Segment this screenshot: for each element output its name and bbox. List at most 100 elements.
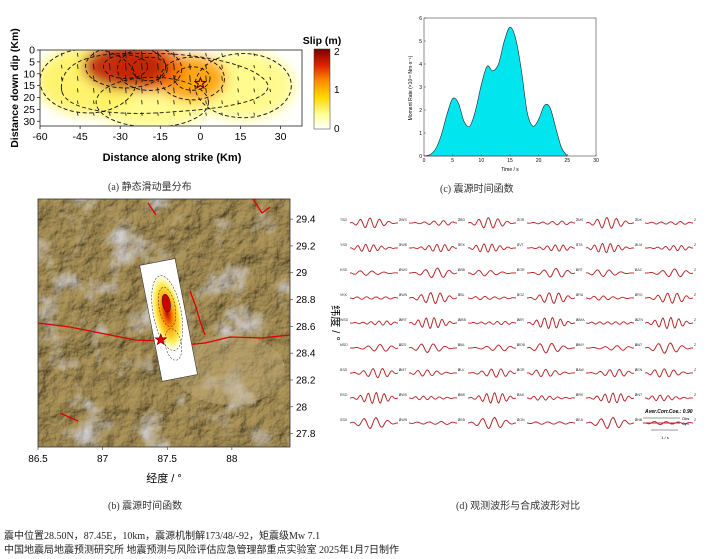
- component-label: Z: [517, 293, 520, 297]
- y-tick-label: 2: [419, 108, 422, 114]
- slip-vector: [237, 112, 239, 116]
- station-label: BSD: [340, 368, 348, 372]
- component-label: Z: [517, 343, 520, 347]
- station-label: MOB: [517, 343, 526, 347]
- slip-vector: [125, 87, 127, 94]
- slip-vector: [189, 75, 191, 82]
- synthetic-waveform: [527, 292, 576, 304]
- station-label: RRK: [576, 393, 584, 397]
- corr-coefficient-label: Aver.Corr.Coe.: 0.90: [644, 409, 693, 415]
- station-label: RSD: [340, 393, 348, 397]
- synthetic-waveform: [409, 267, 458, 278]
- y-tick-label: 3: [419, 85, 422, 91]
- x-tick-label: 30: [275, 131, 287, 143]
- slip-vector: [77, 64, 79, 69]
- station-label: VKK: [340, 293, 348, 297]
- colorbar-tick-label: 0: [334, 124, 340, 135]
- component-label: Z: [458, 268, 461, 272]
- slip-vector: [173, 87, 175, 94]
- station-label: MMY: [576, 343, 585, 347]
- slip-vector: [237, 100, 239, 105]
- legend-obs-label: Obs: [682, 416, 689, 421]
- station-label: BMT: [399, 368, 407, 372]
- slip-patch: [82, 50, 169, 90]
- slip-contour: [60, 52, 269, 114]
- component-label: Z: [458, 343, 461, 347]
- synthetic-waveform: [526, 421, 575, 425]
- footer-line-2: 中国地震局地震预测研究所 地震预测与风险评估应急管理部重点实验室 2025年1月…: [4, 545, 399, 556]
- component-label: Z: [576, 293, 579, 297]
- slip-vector: [125, 63, 127, 71]
- synthetic-waveform: [468, 368, 517, 378]
- x-tick-label: -30: [113, 131, 128, 143]
- station-label: YLM: [635, 243, 642, 247]
- y-tick-label: 6: [419, 16, 422, 22]
- synthetic-waveform: [585, 417, 635, 429]
- slip-y-axis-label: Distance down dip (Km): [9, 28, 21, 148]
- synthetic-waveform: [350, 270, 399, 276]
- x-tick-label: 15: [507, 158, 513, 164]
- component-label: Z: [694, 293, 697, 297]
- synthetic-waveform: [467, 270, 517, 277]
- fault-line: [189, 290, 206, 336]
- component-label: Z: [517, 243, 520, 247]
- colorbar-tick-label: 2: [334, 47, 340, 58]
- station-label: TSD: [340, 218, 347, 222]
- component-label: Z: [458, 318, 461, 322]
- synthetic-waveform: [350, 368, 399, 379]
- synthetic-waveform: [586, 368, 635, 378]
- component-label: Z: [576, 243, 579, 247]
- slip-vector: [189, 87, 191, 94]
- slip-vector: [173, 100, 175, 105]
- map-x-axis-label: 经度 / °: [146, 471, 182, 485]
- component-label: Z: [458, 293, 461, 297]
- component-label: Z: [399, 393, 402, 397]
- synthetic-waveform: [467, 295, 517, 301]
- slip-vector: [253, 100, 255, 104]
- x-tick-label: 87: [97, 454, 109, 465]
- station-label: YTA: [576, 243, 583, 247]
- x-tick-label: 15: [235, 131, 247, 143]
- component-label: Z: [635, 218, 638, 222]
- station-label: VWN: [399, 293, 408, 297]
- component-label: Z: [399, 318, 402, 322]
- slip-vector: [109, 100, 111, 105]
- x-tick-label: -45: [73, 131, 88, 143]
- waveform-legend: Aver.Corr.Coe.: 0.90 Obs Syn 1 / s: [643, 409, 693, 440]
- synthetic-waveform: [408, 220, 458, 226]
- x-tick-label: 0: [197, 131, 203, 143]
- component-label: Z: [399, 418, 402, 422]
- component-label: Z: [399, 293, 402, 297]
- slip-vector: [77, 52, 79, 57]
- synthetic-waveform: [644, 245, 694, 252]
- synthetic-waveform: [526, 317, 575, 330]
- caption-d: (d) 观测波形与合成波形对比: [456, 501, 581, 512]
- station-label: TDK: [635, 218, 643, 222]
- component-label: Z: [576, 268, 579, 272]
- slip-contour: [158, 287, 177, 327]
- component-label: Z: [694, 393, 697, 397]
- slip-colorbar: [313, 48, 331, 130]
- slip-vector: [141, 63, 143, 71]
- slip-vector: [237, 76, 239, 81]
- slip-vector: [141, 74, 143, 83]
- station-label: SON: [517, 418, 525, 422]
- synthetic-waveform: [408, 395, 458, 401]
- station-label: WRT: [399, 318, 408, 322]
- slip-vector: [141, 112, 143, 116]
- observed-waveform: [467, 243, 517, 253]
- y-tick-label: 28.4: [296, 349, 316, 360]
- component-label: Z: [458, 393, 461, 397]
- component-label: Z: [517, 268, 520, 272]
- stf-x-axis-label: Time / s: [501, 167, 519, 173]
- component-label: Z: [635, 243, 638, 247]
- caption-a: (a) 静态滑动量分布: [108, 182, 192, 193]
- slip-vector: [173, 63, 175, 71]
- synthetic-waveform: [349, 320, 399, 326]
- synthetic-waveform: [585, 269, 635, 277]
- slip-vector: [221, 100, 223, 105]
- time-scale-label: 1 / s: [661, 435, 669, 440]
- synthetic-waveform: [526, 244, 576, 252]
- synthetic-waveform: [526, 369, 576, 377]
- slip-vector: [157, 100, 159, 105]
